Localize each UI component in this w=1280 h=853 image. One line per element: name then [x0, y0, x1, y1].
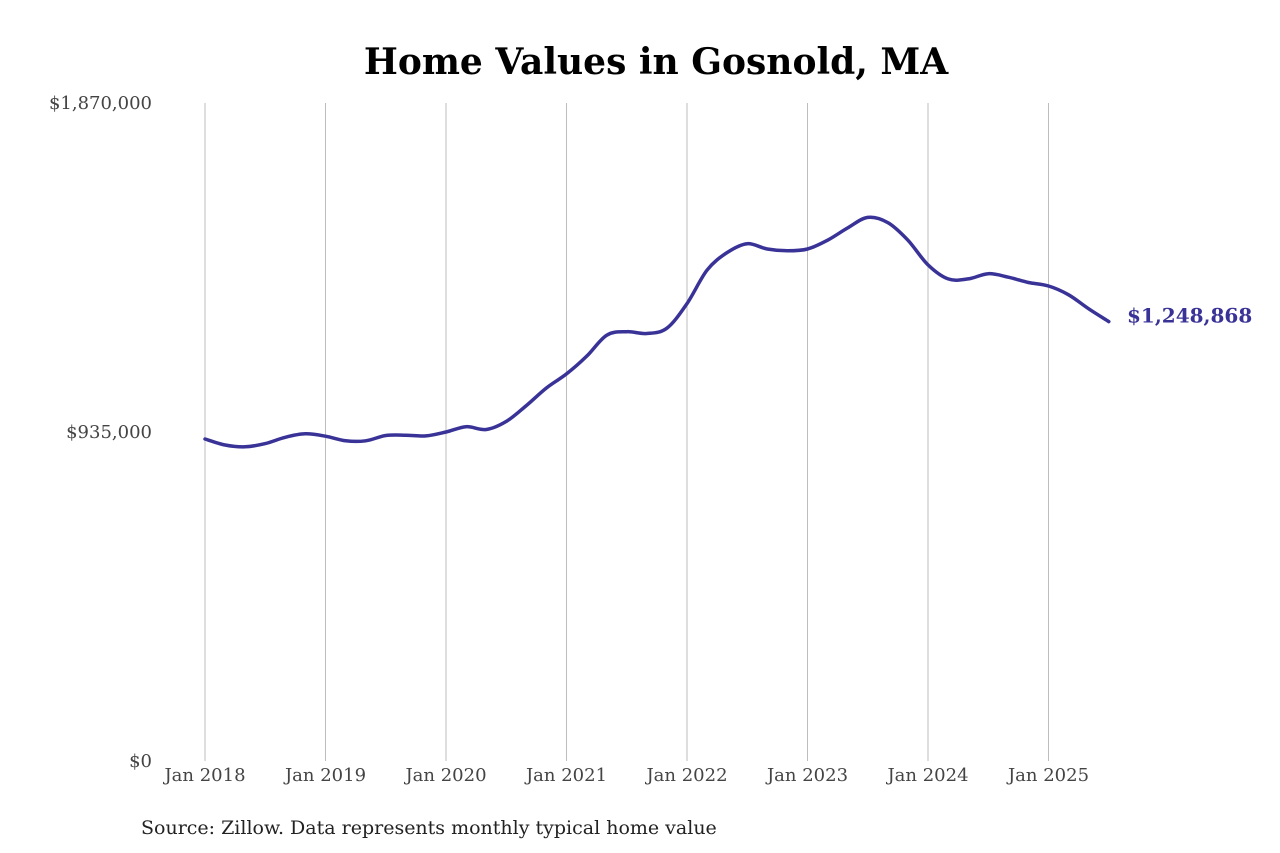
x-tick-label: Jan 2020 [403, 765, 486, 786]
last-value-label: $1,248,868 [1127, 304, 1252, 328]
source-note: Source: Zillow. Data represents monthly … [141, 817, 717, 839]
chart-title: Home Values in Gosnold, MA [364, 41, 949, 83]
x-tick-label: Jan 2018 [162, 765, 245, 786]
grid-layer [204, 103, 1049, 761]
y-tick-label: $935,000 [66, 422, 152, 443]
x-tick-label: Jan 2019 [283, 765, 366, 786]
y-tick-label: $0 [129, 751, 152, 772]
y-tick-label: $1,870,000 [49, 93, 152, 114]
x-tick-label: Jan 2025 [1006, 765, 1089, 786]
x-tick-label: Jan 2022 [644, 765, 727, 786]
series-layer [203, 215, 1111, 449]
y-axis: $0 $935,000 $1,870,000 [49, 93, 152, 772]
x-tick-label: Jan 2023 [765, 765, 848, 786]
x-tick-label: Jan 2021 [524, 765, 607, 786]
x-axis: Jan 2018 Jan 2019 Jan 2020 Jan 2021 Jan 2022… [162, 765, 1089, 786]
home-value-line [203, 215, 1111, 449]
x-tick-label: Jan 2024 [885, 765, 968, 786]
